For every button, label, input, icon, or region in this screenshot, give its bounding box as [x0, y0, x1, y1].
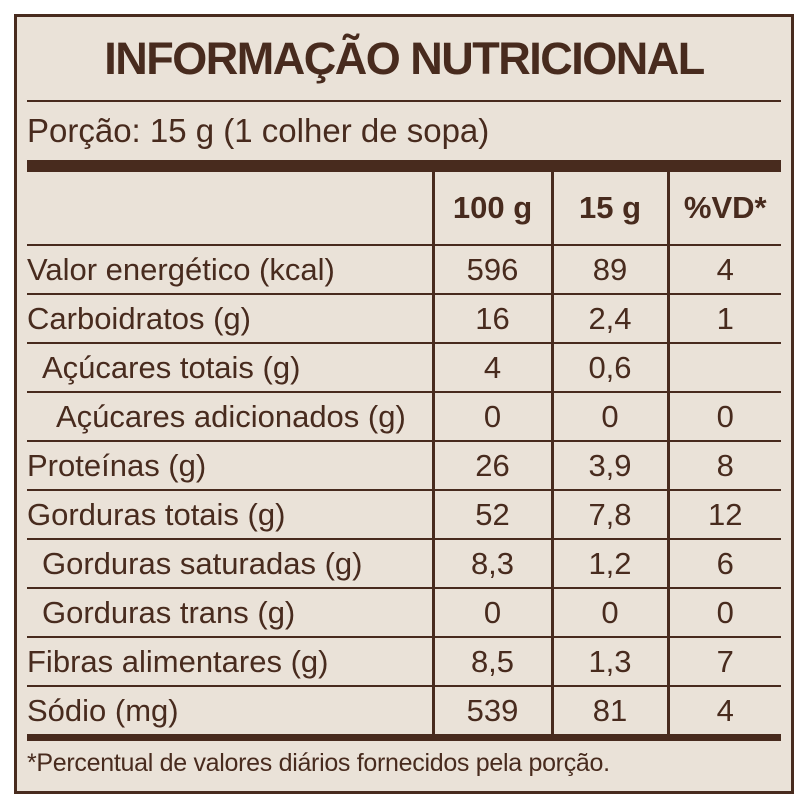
table-row: Proteínas (g) 26 3,9 8 [27, 441, 781, 491]
value-vd: 7 [666, 637, 781, 687]
value-vd [666, 343, 781, 393]
value-15g: 81 [550, 686, 668, 734]
value-100g: 8,3 [431, 539, 552, 589]
value-15g: 7,8 [550, 490, 668, 540]
page-title: INFORMAÇÃO NUTRICIONAL [104, 32, 705, 84]
value-100g: 8,5 [431, 637, 552, 687]
value-vd: 12 [666, 490, 781, 540]
nutrition-table: 100 g 15 g %VD* Valor energético (kcal) … [27, 172, 781, 734]
table-row: Sódio (mg) 539 81 4 [27, 686, 781, 734]
serving-size-line: Porção: 15 g (1 colher de sopa) [27, 112, 490, 149]
row-label: Gorduras trans (g) [27, 588, 433, 638]
table-row: Gorduras saturadas (g) 8,3 1,2 6 [27, 539, 781, 589]
table-header-row: 100 g 15 g %VD* [27, 172, 781, 246]
value-15g: 0 [550, 392, 668, 442]
value-vd: 8 [666, 441, 781, 491]
table-row: Carboidratos (g) 16 2,4 1 [27, 294, 781, 344]
footnote-divider-rule [27, 734, 781, 741]
table-row: Açúcares adicionados (g) 0 0 0 [27, 392, 781, 442]
header-per-100g: 100 g [431, 172, 552, 246]
value-15g: 1,3 [550, 637, 668, 687]
value-100g: 539 [431, 686, 552, 734]
row-label: Fibras alimentares (g) [27, 637, 433, 687]
row-label: Gorduras saturadas (g) [27, 539, 433, 589]
table-row: Açúcares totais (g) 4 0,6 [27, 343, 781, 393]
table-row: Gorduras trans (g) 0 0 0 [27, 588, 781, 638]
value-vd: 4 [666, 686, 781, 734]
value-15g: 1,2 [550, 539, 668, 589]
value-100g: 4 [431, 343, 552, 393]
row-label: Proteínas (g) [27, 441, 433, 491]
value-vd: 0 [666, 588, 781, 638]
row-label: Carboidratos (g) [27, 294, 433, 344]
value-100g: 0 [431, 392, 552, 442]
table-row: Valor energético (kcal) 596 89 4 [27, 245, 781, 295]
row-label: Valor energético (kcal) [27, 245, 433, 295]
header-nutrient [27, 172, 433, 246]
value-100g: 0 [431, 588, 552, 638]
nutrition-facts-panel: INFORMAÇÃO NUTRICIONAL Porção: 15 g (1 c… [14, 14, 794, 794]
value-15g: 89 [550, 245, 668, 295]
thick-divider-bar [27, 160, 781, 172]
value-100g: 52 [431, 490, 552, 540]
table-row: Fibras alimentares (g) 8,5 1,3 7 [27, 637, 781, 687]
value-15g: 2,4 [550, 294, 668, 344]
daily-value-footnote: *Percentual de valores diários fornecido… [27, 748, 610, 777]
value-vd: 0 [666, 392, 781, 442]
value-vd: 4 [666, 245, 781, 295]
header-percent-vd: %VD* [666, 172, 781, 246]
title-block: INFORMAÇÃO NUTRICIONAL [27, 17, 781, 102]
value-15g: 3,9 [550, 441, 668, 491]
row-label: Açúcares totais (g) [27, 343, 433, 393]
value-100g: 26 [431, 441, 552, 491]
table-row: Gorduras totais (g) 52 7,8 12 [27, 490, 781, 540]
value-15g: 0,6 [550, 343, 668, 393]
value-vd: 6 [666, 539, 781, 589]
value-vd: 1 [666, 294, 781, 344]
value-15g: 0 [550, 588, 668, 638]
row-label: Açúcares adicionados (g) [27, 392, 433, 442]
value-100g: 596 [431, 245, 552, 295]
row-label: Gorduras totais (g) [27, 490, 433, 540]
row-label: Sódio (mg) [27, 692, 179, 728]
header-per-15g: 15 g [550, 172, 668, 246]
value-100g: 16 [431, 294, 552, 344]
